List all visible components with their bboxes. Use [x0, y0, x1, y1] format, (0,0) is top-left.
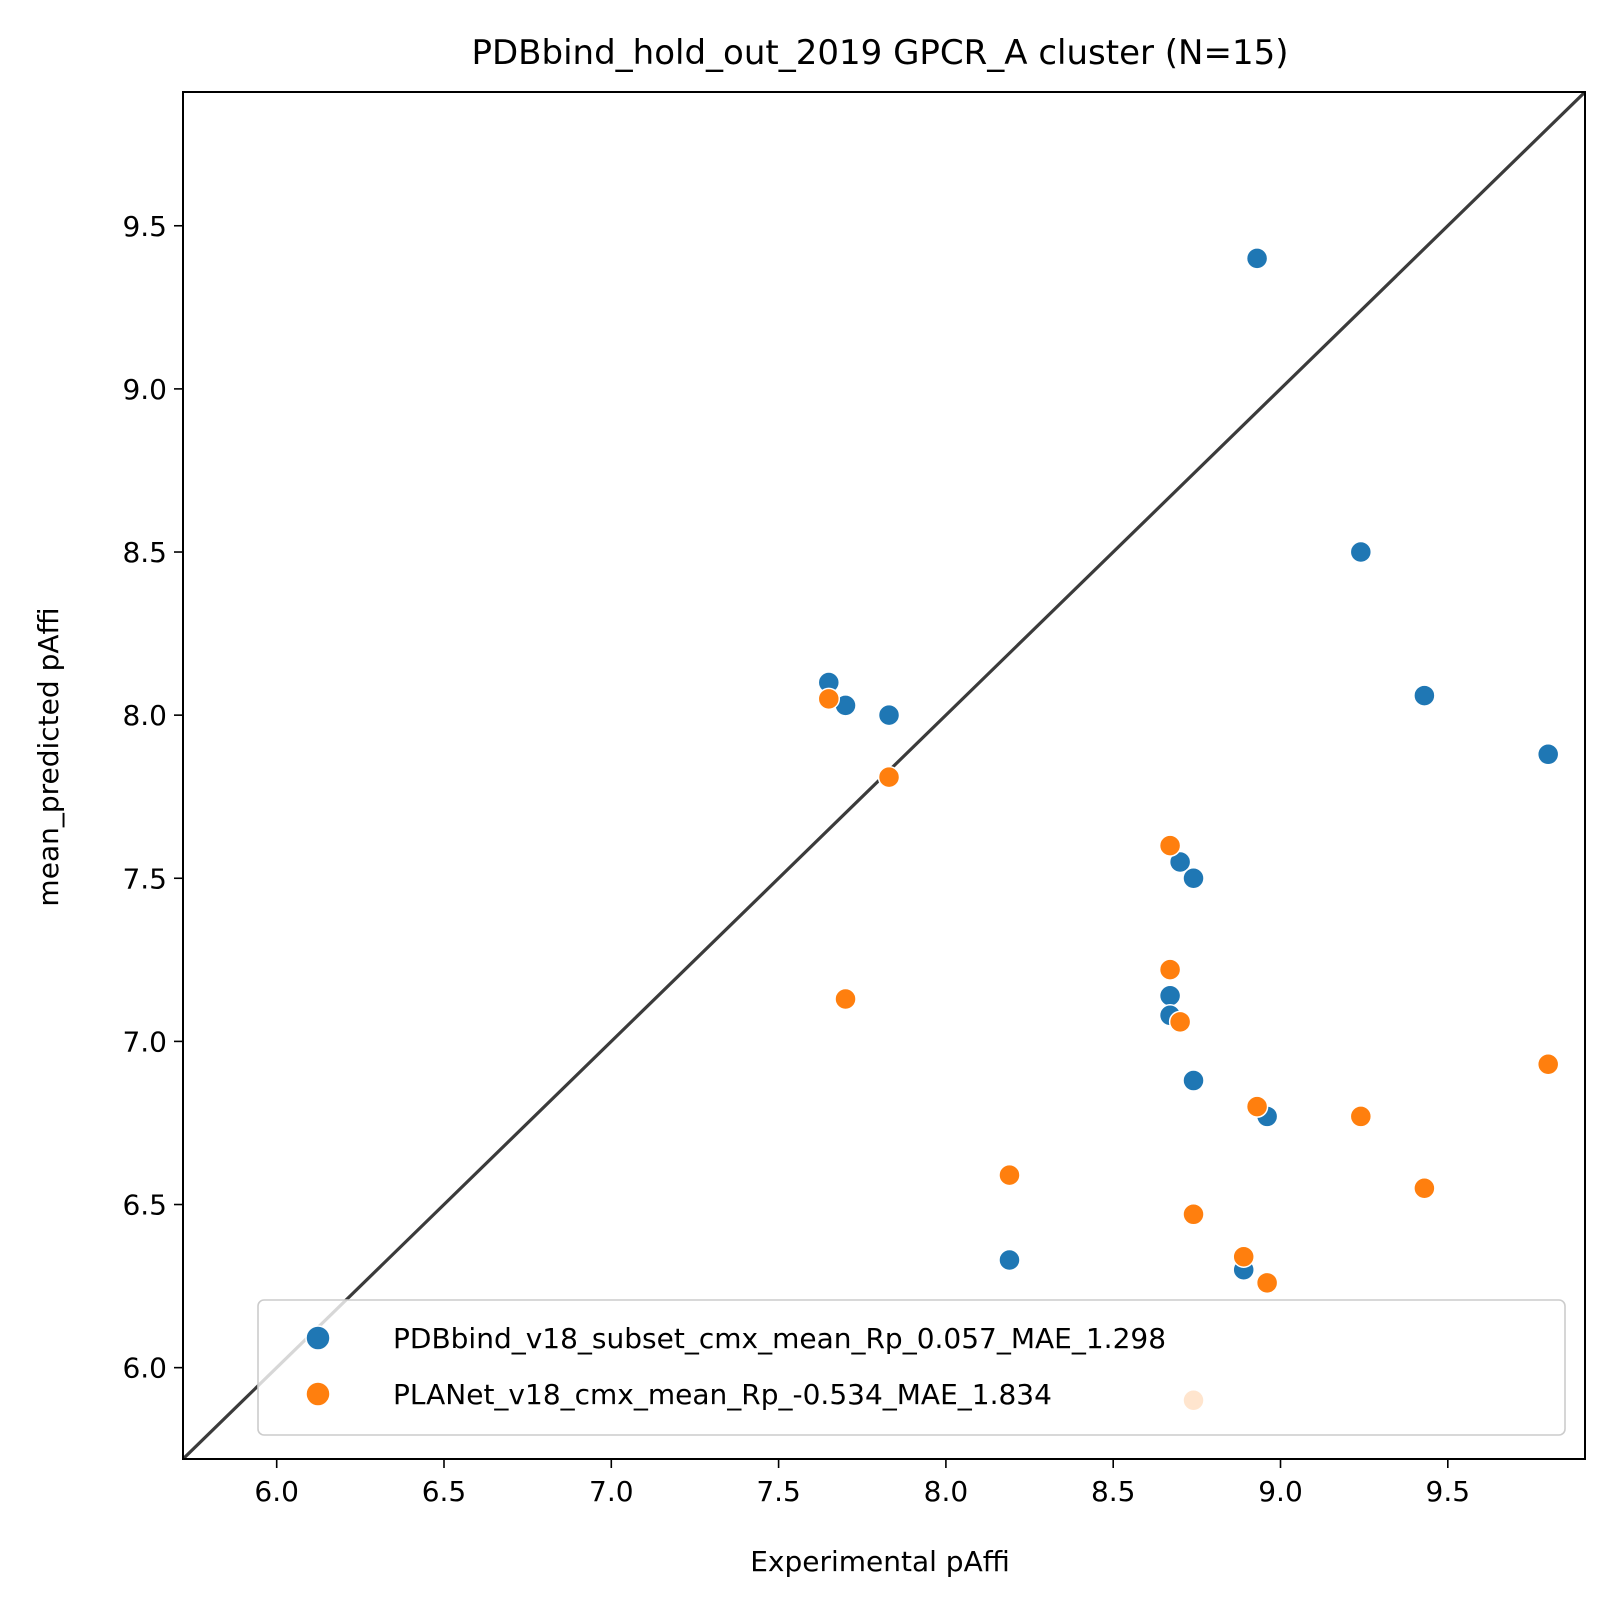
- scatter-point-series-1-3: [1158, 958, 1182, 981]
- y-tick-label: 6.0: [122, 1352, 167, 1385]
- scatter-point-series-1-8: [1349, 1105, 1373, 1128]
- scatter-point-series-1-7: [1245, 1095, 1269, 1118]
- scatter-point-series-1-10: [1413, 1176, 1436, 1200]
- axes-frame: [182, 91, 1586, 1460]
- scatter-point-series-0-11: [1182, 1069, 1205, 1092]
- x-tick-label: 8.5: [1091, 1475, 1136, 1508]
- scatter-point-series-0-6: [1536, 743, 1560, 766]
- scatter-point-series-1-12: [1232, 1245, 1255, 1268]
- scatter-point-series-0-4: [877, 703, 901, 727]
- legend-entry-series-0: PDBbind_v18_subset_cmx_mean_Rp_0.057_MAE…: [393, 1322, 1166, 1355]
- y-tick-label: 7.0: [122, 1025, 167, 1058]
- legend-marker-series-1: [305, 1381, 331, 1407]
- scatter-point-series-1-9: [998, 1163, 1021, 1187]
- plot-content: [183, 92, 1585, 1459]
- x-tick-label: 9.0: [1258, 1475, 1303, 1508]
- legend: PDBbind_v18_subset_cmx_mean_Rp_0.057_MAE…: [257, 1299, 1566, 1436]
- scatter-point-series-1-13: [1255, 1271, 1279, 1295]
- legend-entry-series-1: PLANet_v18_cmx_mean_Rp_-0.534_MAE_1.834: [393, 1378, 1052, 1411]
- plot-area: 6.0 6.5 7.0 7.5 8.0 8.5 9.0 9.5 6.0 6.5 7.0 7.5 8.0 8…: [122, 91, 1586, 1508]
- x-tick-label: 6.5: [422, 1475, 467, 1508]
- y-tick-label: 9.5: [122, 210, 167, 243]
- legend-marker-series-0: [305, 1325, 331, 1351]
- scatter-point-series-1-2: [1158, 834, 1182, 857]
- scatter-point-series-1-0: [817, 687, 841, 711]
- y-tick-label: 7.5: [122, 862, 167, 895]
- x-tick-label: 9.5: [1426, 1475, 1471, 1508]
- y-tick-label: 6.5: [122, 1189, 167, 1222]
- x-axis-label: Experimental pAffi: [750, 1545, 1010, 1578]
- scatter-point-series-0-0: [1245, 247, 1269, 270]
- y-axis-label: mean_predicted pAffi: [32, 607, 65, 906]
- y-tick-label: 8.0: [122, 699, 167, 732]
- scatter-point-series-0-8: [1182, 867, 1205, 890]
- y-tick-label: 9.0: [122, 373, 167, 406]
- scatter-point-series-1-5: [1168, 1010, 1192, 1034]
- x-tick-label: 7.0: [589, 1475, 634, 1508]
- chart-title: PDBbind_hold_out_2019 GPCR_A cluster (N=…: [472, 33, 1289, 73]
- legend-box: [257, 1299, 1566, 1436]
- scatter-point-series-1-1: [877, 765, 901, 789]
- x-tick-label: 8.0: [924, 1475, 969, 1508]
- scatter-point-series-0-5: [1413, 684, 1436, 707]
- scatter-point-series-0-1: [1349, 540, 1373, 564]
- scatter-point-series-0-13: [998, 1248, 1021, 1272]
- scatter-point-series-0-9: [1158, 984, 1182, 1007]
- y-tick-label: 8.5: [122, 536, 167, 569]
- x-tick-label: 6.0: [254, 1475, 299, 1508]
- scatter-point-series-0-7: [1168, 850, 1192, 874]
- scatter-point-series-1-11: [1182, 1203, 1205, 1226]
- x-tick-label: 7.5: [756, 1475, 801, 1508]
- scatter-point-series-1-6: [1536, 1052, 1560, 1076]
- scatter-point-series-1-4: [834, 987, 857, 1011]
